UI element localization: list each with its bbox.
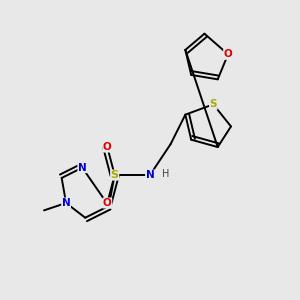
Text: N: N — [62, 198, 70, 208]
Text: H: H — [162, 169, 169, 179]
Text: S: S — [210, 99, 217, 110]
Text: O: O — [103, 142, 112, 152]
Text: O: O — [224, 49, 233, 59]
Text: N: N — [146, 170, 154, 180]
Text: S: S — [111, 170, 119, 180]
Text: N: N — [78, 163, 87, 173]
Text: O: O — [103, 198, 112, 208]
